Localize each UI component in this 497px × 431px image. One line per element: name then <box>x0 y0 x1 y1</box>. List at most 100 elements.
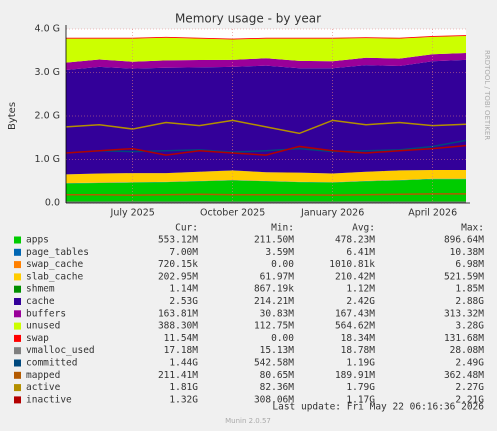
x-tick-label: October 2025 <box>200 208 265 219</box>
legend-value: 564.62M <box>335 321 375 332</box>
legend-swatch <box>14 261 21 269</box>
legend-label: shmem <box>26 284 55 295</box>
area-buffers <box>66 52 466 70</box>
legend-label: committed <box>26 358 77 369</box>
legend-value: 308.06M <box>254 394 294 405</box>
legend-swatch <box>14 322 21 330</box>
legend-value: 18.34M <box>341 333 376 344</box>
legend-value: 1.14M <box>169 284 198 295</box>
line-mapped <box>66 193 466 196</box>
legend-label: active <box>26 382 61 393</box>
legend-value: 211.50M <box>254 235 294 246</box>
column-header: Avg: <box>352 223 375 234</box>
legend-swatch <box>14 310 21 318</box>
legend-label: inactive <box>26 394 72 405</box>
area-page_tables <box>66 178 466 184</box>
legend-value: 2.53G <box>169 296 198 307</box>
legend-value: 3.28G <box>455 321 484 332</box>
column-header: Cur: <box>175 223 198 234</box>
legend-value: 1.19G <box>346 358 375 369</box>
legend-swatch <box>14 236 21 244</box>
legend-value: 131.68M <box>444 333 484 344</box>
legend-value: 478.23M <box>335 235 375 246</box>
legend-value: 3.59M <box>265 247 294 258</box>
legend-value: 542.58M <box>254 358 294 369</box>
legend-label: mapped <box>26 370 60 381</box>
area-apps <box>66 179 466 203</box>
legend-swatch <box>14 371 21 379</box>
column-header: Min: <box>271 223 294 234</box>
y-tick-label: 0.0 <box>45 198 60 209</box>
legend-swatch <box>14 347 21 355</box>
legend-swatch <box>14 396 21 404</box>
legend-value: 28.08M <box>450 345 485 356</box>
legend-value: 1.12M <box>346 284 375 295</box>
legend-value: 82.36M <box>260 382 295 393</box>
legend-value: 202.95M <box>158 271 198 282</box>
area-cache <box>66 59 466 175</box>
legend-label: swap_cache <box>26 259 83 270</box>
side-text: RRDTOOL / TOBI OETIKER <box>483 50 491 140</box>
legend-value: 0.00 <box>271 259 294 270</box>
y-tick-label: 2.0 G <box>35 111 61 122</box>
legend-value: 18.78M <box>341 345 376 356</box>
legend-label: vmalloc_used <box>26 345 95 356</box>
legend-value: 214.21M <box>254 296 294 307</box>
legend-value: 6.41M <box>346 247 375 258</box>
legend-value: 80.65M <box>260 370 295 381</box>
version: Munin 2.0.57 <box>225 417 271 425</box>
legend-value: 720.15k <box>158 259 198 270</box>
y-tick-label: 1.0 G <box>35 154 61 165</box>
legend-swatch <box>14 273 21 281</box>
legend-value: 362.48M <box>444 370 484 381</box>
legend-value: 896.64M <box>444 235 484 246</box>
legend-swatch <box>14 334 21 342</box>
legend-label: page_tables <box>26 247 89 258</box>
legend-label: cache <box>26 296 55 307</box>
line-active <box>65 119 467 135</box>
legend-label: slab_cache <box>26 271 83 282</box>
legend-value: 210.42M <box>335 271 375 282</box>
legend-value: 163.81M <box>158 308 198 319</box>
legend-label: unused <box>26 321 60 332</box>
legend-value: 2.88G <box>455 296 484 307</box>
legend-value: 2.21G <box>455 394 484 405</box>
legend-value: 2.42G <box>346 296 375 307</box>
chart-title: Memory usage - by year <box>175 12 321 26</box>
area-swap <box>66 35 466 40</box>
y-tick-label: 4.0 G <box>35 24 61 35</box>
legend-value: 7.00M <box>169 247 198 258</box>
area-unused <box>66 36 466 63</box>
legend-value: 1.85M <box>455 284 484 295</box>
column-header: Max: <box>461 223 484 234</box>
legend-value: 388.30M <box>158 321 198 332</box>
legend-value: 211.41M <box>158 370 198 381</box>
legend-value: 1010.81k <box>329 259 375 270</box>
legend-value: 10.38M <box>450 247 485 258</box>
legend-value: 1.81G <box>169 382 198 393</box>
x-tick-label: July 2025 <box>110 208 155 219</box>
legend-label: swap <box>26 333 49 344</box>
legend-value: 0.00 <box>271 333 294 344</box>
legend-value: 189.91M <box>335 370 375 381</box>
legend-value: 112.75M <box>254 321 294 332</box>
last-update: Last update: Fri May 22 06:16:36 2026 <box>272 402 484 413</box>
y-axis-label: Bytes <box>7 102 18 130</box>
line-inactive <box>65 144 467 156</box>
legend-value: 521.59M <box>444 271 484 282</box>
legend-value: 6.98M <box>455 259 484 270</box>
legend-value: 17.18M <box>164 345 199 356</box>
legend-swatch <box>14 248 21 256</box>
line-committed <box>65 139 467 154</box>
x-tick-label: April 2026 <box>408 208 457 219</box>
legend-value: 313.32M <box>444 308 484 319</box>
legend-value: 1.17G <box>346 394 375 405</box>
legend-label: apps <box>26 235 49 246</box>
legend-value: 1.32G <box>169 394 198 405</box>
legend-value: 11.54M <box>164 333 199 344</box>
legend-value: 2.49G <box>455 358 484 369</box>
legend-swatch <box>14 298 21 305</box>
legend-value: 15.13M <box>260 345 295 356</box>
legend-value: 1.44G <box>169 358 198 369</box>
